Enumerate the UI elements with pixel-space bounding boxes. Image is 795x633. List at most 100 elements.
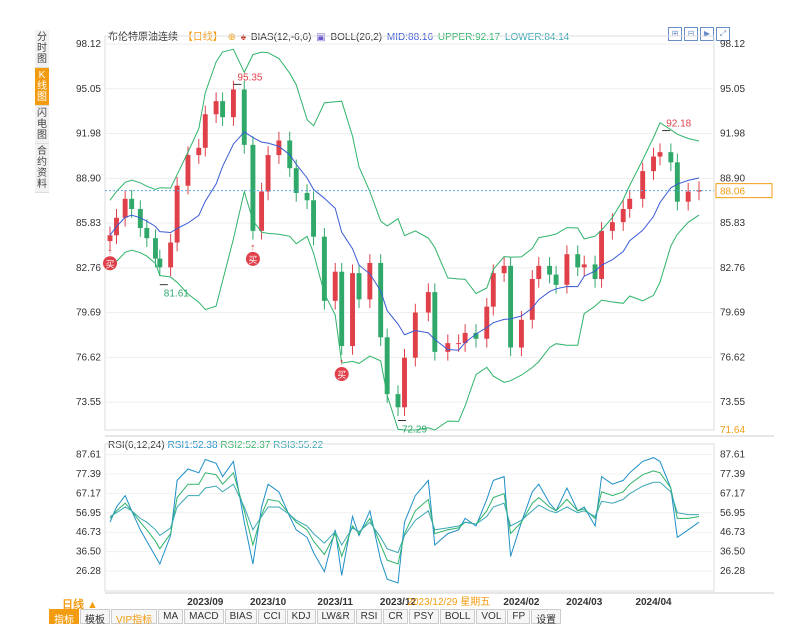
rsi-right-tick-label: 67.17 [720,488,745,499]
buy-arrow-icon: ⇡ [339,359,345,367]
zoom-out-icon[interactable]: ⊟ [684,27,698,41]
rsi-y-tick-label: 36.50 [76,547,101,558]
x-tick-label: 2024/03 [566,597,603,608]
candle-body [640,171,646,199]
candle-body [293,168,299,193]
indicator-tabs: 指标 模板 VIP指标 MA MACD BIAS CCI KDJ LW&R RSI CR PSY BOL… [49,609,562,626]
indicator-tab[interactable]: MA [158,609,184,624]
zoom-in-icon[interactable]: ⊞ [668,27,682,41]
indicator-tab[interactable]: 指标 [49,609,79,626]
y-tick-label: 79.69 [76,308,101,319]
candle-body [553,274,559,285]
candle-body [620,209,626,223]
y-tick-label: 95.05 [76,84,101,95]
indicator-tab[interactable]: RSI [355,609,383,624]
candle-body [627,198,633,210]
candle-body [547,265,553,275]
boll-icon: ▣ [316,32,326,43]
candle-body [592,264,598,279]
candle-body [157,258,163,268]
tab-contract-info[interactable]: 合约资料 [35,144,49,193]
extreme-label: 92.18 [666,119,691,130]
buy-signal-label: 买 [248,255,257,265]
candle-body [265,155,271,192]
indicator-tab[interactable]: CR [383,609,408,624]
candle-body [536,265,542,279]
candle-body [137,209,143,228]
buy-signal-label: 买 [337,370,346,380]
x-tick-label: 2023/11 [317,597,353,608]
indicator-tab[interactable]: CCI [258,609,286,624]
y-tick-label: 82.76 [76,263,101,274]
candle-body [250,144,256,231]
expand-icon[interactable]: ⤢ [716,27,730,41]
rsi-right-tick-label: 46.73 [720,527,745,538]
candle-body [202,114,208,148]
period-selector[interactable]: 【日线】 [182,32,223,43]
candle-body [350,273,355,347]
indicator-tab[interactable]: FP [507,609,531,624]
indicator-tab[interactable]: BOLL [439,609,476,624]
candle-body [668,152,674,163]
boll-lower: LOWER:84.14 [504,32,570,43]
rsi-line-rsi3 [109,481,699,554]
chart-header: 布伦特原油连续 【日线】 ⊕ ♠ BIAS(12,-6,6) ▣ BOLL(26… [108,28,571,43]
buy-arrow-icon: ⇡ [107,248,113,256]
buy-signal-label: 买 [105,259,114,269]
x-tick-label: 2023/10 [250,597,287,608]
bias-label[interactable]: BIAS(12,-6,6) [250,32,312,43]
candle-body [185,155,191,186]
next-icon[interactable]: ▶ [700,27,714,41]
candle-body [674,162,680,202]
extreme-label: 81.61 [164,289,189,300]
rsi2-value: RSI2:52.37 [220,440,271,451]
tab-kline[interactable]: K线图 [35,68,49,106]
x-tick-label: 2024/04 [635,597,672,608]
y-tick-label: 73.55 [76,397,101,408]
rsi-y-tick-label: 56.95 [76,508,101,519]
candle-body [395,394,401,408]
right-tick-label: 71.64 [720,425,745,436]
indicator-tab[interactable]: BIAS [224,609,258,624]
candle-body [304,192,310,201]
indicator-tab[interactable]: LW&R [316,609,355,624]
rsi-y-tick-label: 87.61 [76,450,101,461]
boll-mid: MID:88.16 [386,32,434,43]
y-tick-label: 91.98 [76,129,101,140]
candle-body [144,227,150,239]
buy-arrow-icon: ⇡ [250,244,256,252]
tab-flash[interactable]: 闪电图 [35,106,49,144]
add-icon[interactable]: ⊕ [227,32,236,43]
right-tick-label: 73.55 [720,397,745,408]
period-label[interactable]: 日线 ▲ [62,599,98,611]
tab-intraday[interactable]: 分时图 [35,30,49,68]
indicator-tab[interactable]: 设置 [531,609,562,626]
y-tick-label: 98.12 [76,39,101,50]
candle-body [456,343,462,345]
indicator-tab[interactable]: PSY [408,609,439,624]
candle-body [508,265,514,348]
indicator-tab[interactable]: MACD [184,609,224,624]
indicator-tab[interactable]: VOL [476,609,507,624]
candle-body [321,236,327,301]
indicator-tab[interactable]: KDJ [286,609,316,624]
current-price-label: 88.06 [720,187,745,198]
rsi-name[interactable]: RSI(6,12,24) [108,440,165,451]
candle-body [490,273,496,307]
candle-body [564,254,570,285]
boll-label[interactable]: BOLL(26,2) [330,32,383,43]
boll-lower-line [109,189,700,431]
rsi-right-tick-label: 36.50 [720,547,745,558]
indicator-tab[interactable]: VIP指标 [111,609,158,626]
candle-body [122,198,128,218]
rsi3-value: RSI3:55.22 [273,440,324,451]
candle-body [581,264,587,268]
buy-signal-marker [103,256,117,271]
indicator-tab[interactable]: 模板 [80,609,110,626]
candle-body [412,312,418,358]
candle-body [609,222,615,231]
candle-body [339,271,345,347]
candle-body [168,242,174,268]
axis-labels: 98.12 95.05 91.98 88.90 85.83 82.76 79.69 76.62… [76,39,773,608]
